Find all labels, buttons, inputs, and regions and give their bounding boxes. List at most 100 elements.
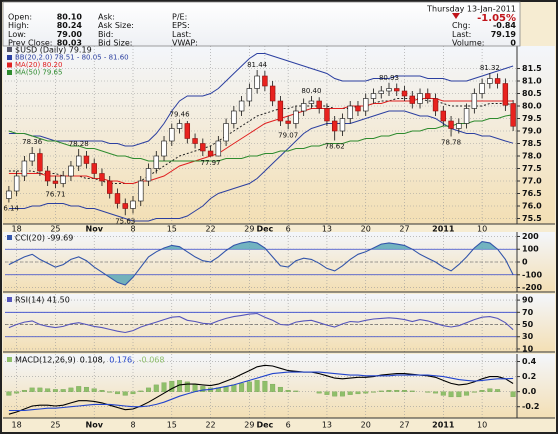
candle-body [502,83,509,106]
candle-body [425,93,431,99]
x-tick-label: 22 [205,225,215,234]
histogram-bar [184,381,190,392]
candle-body [262,75,268,87]
candle-body [13,175,20,192]
candle-body [316,100,322,109]
field-label: Prev Close: [8,39,52,48]
legend-title: CCI(20) -99.69 [15,234,73,243]
histogram-bar [409,390,415,392]
indicator-line [8,312,514,334]
histogram-bar [378,390,384,392]
x-tick-label: 22 [205,421,215,430]
y-tick-label: 77.0 [522,177,542,186]
histogram-bar [425,391,431,393]
candle-body [285,120,291,124]
candle-body [122,203,128,209]
candle-body [231,110,237,124]
candle-body [176,123,183,129]
field-label: Last: [452,30,471,39]
indicator-line [8,241,514,286]
x-tick-label: 18 [12,225,22,234]
y-tick-label: 80.0 [522,102,542,111]
x-tick-label: 13 [322,421,332,430]
histogram-bar [83,386,89,392]
candle-body [463,108,470,124]
candle-body [153,155,159,169]
histogram-bar [146,387,151,392]
field-label: Last: [172,30,191,39]
candle-body [300,103,307,112]
low-label: 79.07 [278,131,298,139]
y-tick-label: 30 [522,332,534,341]
candle-body [44,170,51,182]
indicator-line [8,371,514,412]
candle-body [355,105,361,112]
y-tick-label: 77.5 [522,164,542,173]
candle-body [339,118,346,132]
candle-body [254,75,260,89]
histogram-bar [277,386,283,392]
field-value: 79.19 [491,30,517,39]
panel-background [3,46,555,224]
candle-body [386,88,392,92]
histogram-bar [371,391,376,393]
panel-background [3,354,555,418]
candle-body [494,78,501,84]
field-label: EPS: [172,21,190,30]
high-label: 81.44 [247,61,268,69]
histogram-bar [99,389,105,392]
histogram-bar [169,380,175,392]
field-label: Low: [8,30,26,39]
histogram-bar [200,386,206,392]
x-tick-label: 29 [244,225,254,234]
candle-body [207,150,214,157]
candle-body [510,103,516,127]
panels: 81.581.080.580.079.579.078.578.077.577.0… [0,46,555,430]
field-label: P/E: [172,13,187,22]
field-value: 80.10 [57,13,83,22]
histogram-bar [130,391,136,395]
candle-body [184,123,191,139]
low-label: 76.14 [0,205,19,213]
y-tick-label: 78.0 [522,152,542,161]
histogram-bar [495,389,501,392]
x-tick-label: 8 [130,225,135,234]
candle-body [324,108,330,122]
x-tick-label: 6 [286,225,291,234]
candle-body [107,180,113,194]
panel-background [3,294,555,352]
candle-body [145,168,152,182]
x-tick-label: 15 [167,421,177,430]
candle-body [75,155,82,167]
x-tick-label: 2011 [432,421,455,430]
field-value: 0 [510,39,516,48]
low-label: 78.62 [325,143,345,151]
plot [5,241,517,286]
legend-icon [7,297,12,302]
y-tick-label: 90 [522,296,534,305]
indicator-line [8,364,514,415]
x-tick-label: 10 [477,421,487,430]
histogram-bar [386,389,392,392]
histogram-bar [285,389,291,392]
y-tick-label: 78.5 [522,139,542,148]
candle-body [370,93,377,99]
legend-entry: BB(20,2.0) 78.51 - 80.05 - 81.60 [15,54,129,62]
change-pct: -1.05% [477,13,516,24]
panel: 200 100 0 -100 -200 CCI(20) -99.69 [3,232,555,293]
field-label: Chg: [452,21,470,30]
quote: Thursday 13-Jan-2011-1.05% Open: 80.10 High… [8,5,516,48]
candle-body [161,140,167,157]
histogram-bar [122,391,128,396]
y-tick-label: 0.4 [522,357,537,366]
y-tick-label: 0.0 [522,387,537,396]
candle-body [401,90,408,97]
legend-icon [7,47,12,52]
candle-body [223,123,229,142]
histogram-bar [394,389,400,392]
moving-average [8,114,514,162]
histogram-bar [270,383,276,392]
plot [6,364,516,415]
candle-body [409,95,415,104]
candle-body [448,120,454,129]
